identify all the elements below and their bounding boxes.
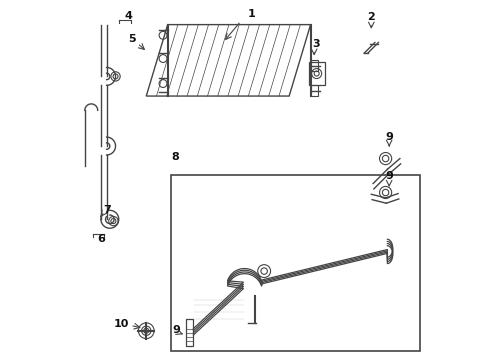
Text: 7: 7 (103, 205, 111, 215)
Bar (310, 60, 318, 71)
Bar (185, 319, 193, 346)
Text: 4: 4 (124, 11, 132, 21)
Text: 2: 2 (366, 13, 374, 22)
Text: 8: 8 (171, 152, 179, 162)
Bar (308, 62, 324, 85)
Bar (171, 175, 419, 351)
Text: 3: 3 (311, 39, 319, 49)
Text: 9: 9 (385, 132, 392, 142)
Text: 6: 6 (98, 234, 105, 244)
Text: 9: 9 (385, 171, 392, 181)
Text: 1: 1 (247, 9, 255, 19)
Text: 10: 10 (113, 319, 129, 329)
Bar (310, 85, 318, 96)
Text: 9: 9 (172, 325, 180, 335)
Text: 5: 5 (128, 34, 136, 44)
